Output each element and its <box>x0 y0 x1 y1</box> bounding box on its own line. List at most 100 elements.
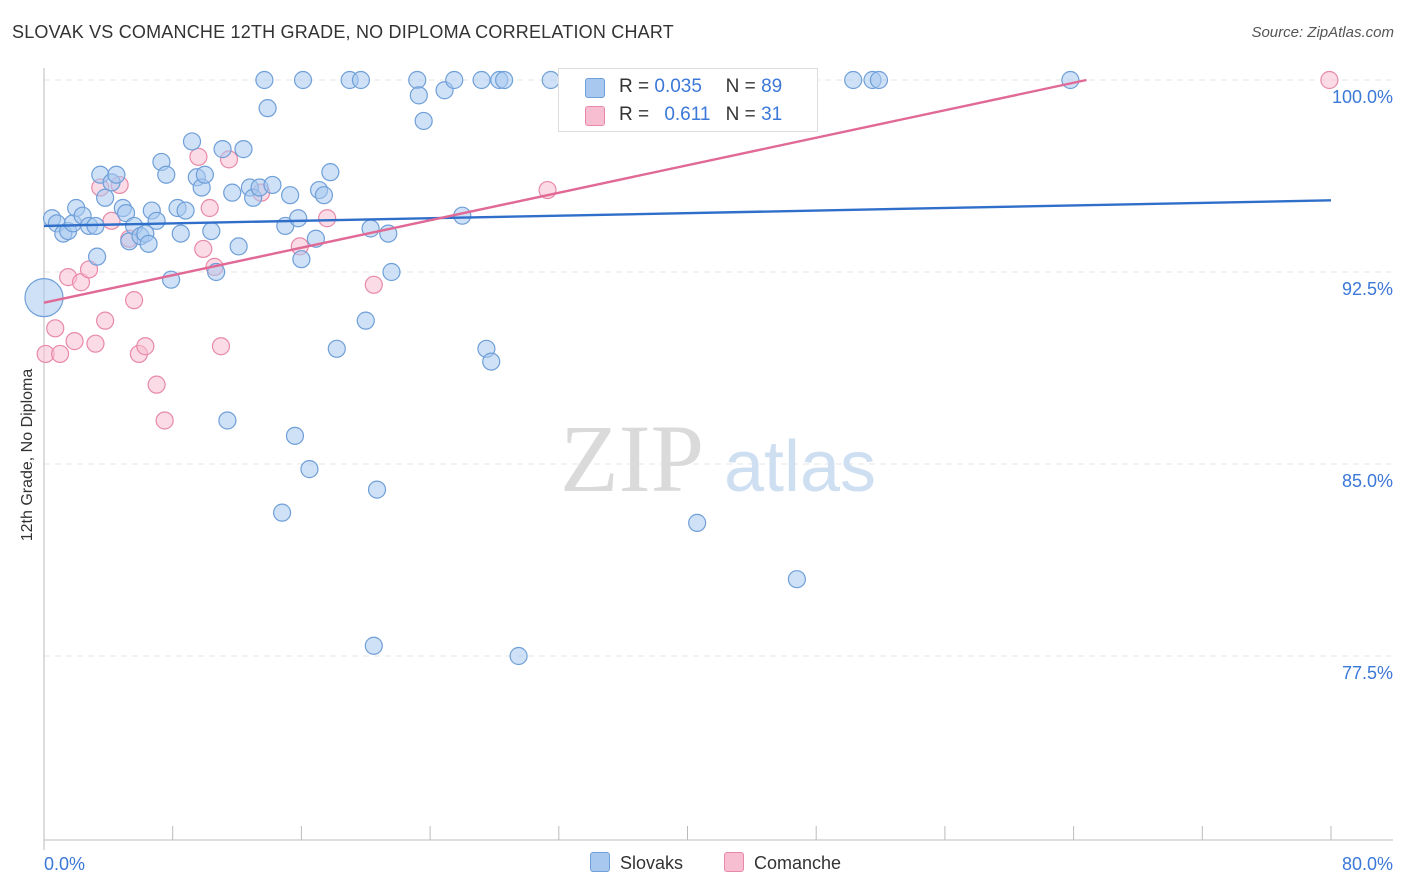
slovaks-legend-swatch <box>590 852 610 872</box>
slovaks-point <box>107 165 126 184</box>
comanche-point <box>189 147 208 166</box>
slovaks-point <box>96 188 115 207</box>
slovaks-point <box>263 175 282 195</box>
slovaks-point <box>292 250 311 269</box>
slovaks-point <box>321 163 340 182</box>
slovaks-point <box>87 247 107 266</box>
slovaks-point <box>300 460 319 479</box>
n-label: N = <box>725 104 756 125</box>
legend-item-comanche[interactable]: Comanche <box>724 852 841 874</box>
source-label: Source: ZipAtlas.com <box>1251 24 1394 41</box>
comanche-point <box>147 375 166 394</box>
comanche-point <box>86 334 105 353</box>
comanche-point <box>200 198 219 218</box>
slovaks-point <box>351 70 371 90</box>
slovaks-point <box>24 278 64 318</box>
y-tick-label: 100.0% <box>1332 87 1393 107</box>
slovaks-point <box>509 646 528 666</box>
watermark-zip: ZIP <box>560 405 704 512</box>
slovaks-point <box>281 186 300 205</box>
slovaks-point <box>116 204 136 223</box>
comanche-point <box>96 311 115 330</box>
r-value: 0.035 <box>654 76 702 97</box>
stats-legend: R = 0.035 N = 89 R = 0.611 N = 31 <box>558 68 818 132</box>
comanche-point <box>71 273 91 292</box>
r-label: R = <box>619 76 650 97</box>
slovaks-point <box>367 480 387 499</box>
legend-item-slovaks[interactable]: Slovaks <box>590 852 683 874</box>
r-value: 0.611 <box>664 104 711 125</box>
y-tick-label: 92.5% <box>1342 279 1393 299</box>
comanche-point <box>79 260 99 279</box>
slovaks-point <box>293 70 313 90</box>
slovaks-point <box>364 636 383 655</box>
slovaks-point <box>495 70 514 90</box>
trend-lines <box>43 78 1332 304</box>
chart-title: SLOVAK VS COMANCHE 12TH GRADE, NO DIPLOM… <box>12 22 674 42</box>
slovaks-point <box>541 70 560 90</box>
gridlines <box>44 79 1391 657</box>
slovaks-point <box>408 70 427 90</box>
comanche-point <box>211 337 231 356</box>
x-tick-label: 80.0% <box>1342 854 1393 874</box>
slovaks-point <box>195 165 214 184</box>
slovaks-point <box>482 352 501 371</box>
slovaks-point <box>285 426 305 445</box>
comanche-point <box>364 275 383 294</box>
axes <box>43 68 1393 850</box>
slovaks-point <box>234 140 253 159</box>
slovaks-point <box>223 183 242 202</box>
slovaks-point <box>157 165 176 184</box>
slovaks-swatch <box>585 78 605 98</box>
slovaks-point <box>1061 70 1080 90</box>
slovaks-point <box>844 70 863 90</box>
slovaks-point <box>139 234 158 253</box>
n-value: 31 <box>761 104 783 125</box>
comanche-trend-line <box>43 78 1087 304</box>
slovaks-point <box>787 570 806 589</box>
r-label: R = <box>619 104 650 125</box>
comanche-swatch <box>585 106 605 126</box>
slovaks-point <box>409 86 428 105</box>
slovaks-points <box>24 70 1080 666</box>
slovaks-point <box>229 237 248 256</box>
slovaks-point <box>218 411 237 430</box>
tick-labels: 100.0% 92.5% 85.0% 77.5% 0.0% 80.0% <box>44 87 1393 874</box>
comanche-point <box>136 337 155 356</box>
slovaks-point <box>414 111 433 131</box>
y-tick-label: 77.5% <box>1342 663 1393 683</box>
comanche-point <box>65 332 84 351</box>
slovaks-point <box>445 70 464 90</box>
slovaks-trend-line <box>43 199 1332 228</box>
comanche-point <box>155 411 174 430</box>
slovaks-point <box>289 209 308 228</box>
n-value: 89 <box>761 76 783 97</box>
comanche-point <box>46 319 65 338</box>
slovaks-point <box>356 311 375 330</box>
comanche-point <box>1320 70 1339 90</box>
slovaks-point <box>258 99 277 118</box>
slovaks-point <box>869 70 889 90</box>
comanche-legend-label: Comanche <box>754 853 842 873</box>
n-label: N = <box>725 76 756 97</box>
slovaks-point <box>255 70 274 90</box>
slovaks-point <box>327 339 346 358</box>
comanche-point <box>318 209 337 228</box>
slovaks-point <box>213 140 232 159</box>
slovaks-point <box>472 70 491 90</box>
comanche-legend-swatch <box>724 852 744 872</box>
slovaks-point <box>272 503 292 522</box>
slovaks-point <box>176 201 195 220</box>
comanche-point <box>194 239 213 259</box>
y-tick-label: 85.0% <box>1342 471 1393 491</box>
slovaks-point <box>147 211 166 230</box>
slovaks-point <box>182 132 202 151</box>
slovaks-point <box>382 262 401 282</box>
slovaks-legend-label: Slovaks <box>620 853 684 873</box>
slovaks-point <box>314 186 334 205</box>
comanche-point <box>124 291 144 310</box>
slovaks-point <box>688 513 707 532</box>
slovaks-point <box>202 221 221 241</box>
slovaks-point <box>171 224 190 243</box>
